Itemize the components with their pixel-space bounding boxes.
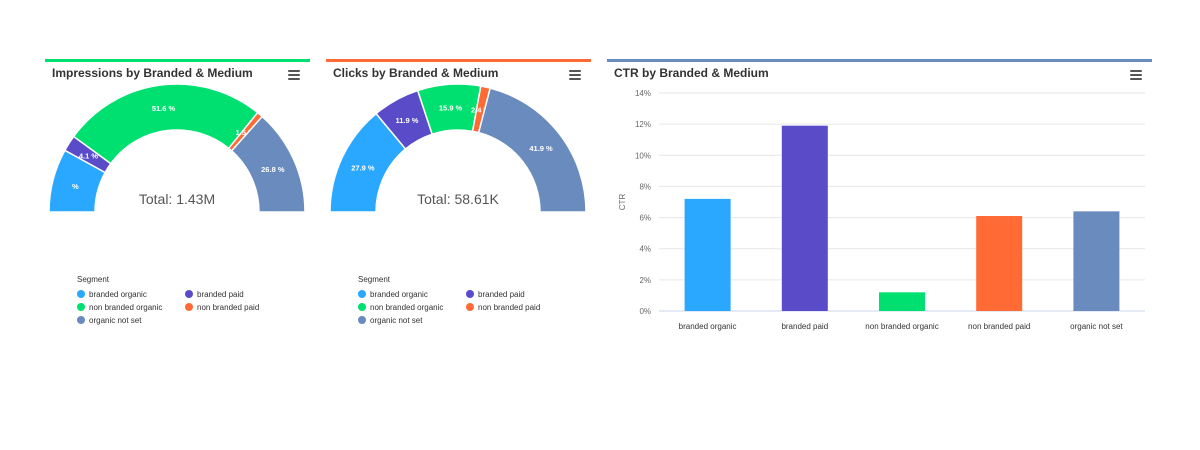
slice-label-branded-organic: % <box>72 182 79 191</box>
legend-item-label: non branded paid <box>478 303 541 312</box>
slice-organic-not-set[interactable] <box>230 115 306 213</box>
x-tick-label: branded paid <box>781 322 828 331</box>
impressions-donut-chart: % 4.1 % 51.6 % 1.5 % 26.8 % Total: 1.43M <box>48 83 306 213</box>
legend-item-label: branded organic <box>370 290 428 299</box>
legend-item-label: non branded organic <box>89 303 163 312</box>
slice-label-organic-not-set: 26.8 % <box>261 165 285 174</box>
slice-label-non-branded-organic: 51.6 % <box>152 104 176 113</box>
legend-marker-icon <box>77 316 85 324</box>
legend-item-non-branded-organic[interactable]: non branded organic <box>358 303 443 312</box>
donut-total-label: Total: 58.61K <box>417 191 499 207</box>
legend-item-organic-not-set[interactable]: organic not set <box>77 316 141 325</box>
legend-item-label: organic not set <box>370 316 423 325</box>
impressions-menu-icon[interactable] <box>288 70 300 80</box>
legend-item-non-branded-paid[interactable]: non branded paid <box>185 303 259 312</box>
legend-item-label: branded paid <box>197 290 244 299</box>
ctr-chart-title: CTR by Branded & Medium <box>614 66 769 80</box>
clicks-menu-icon[interactable] <box>569 70 581 80</box>
y-tick-label: 2% <box>639 276 651 285</box>
clicks-legend: Segment branded organic branded paid non br… <box>358 275 588 335</box>
legend-item-label: organic not set <box>89 316 142 325</box>
legend-marker-icon <box>358 316 366 324</box>
slice-label-branded-organic: 27.9 % <box>351 163 375 172</box>
legend-marker-icon <box>358 303 366 311</box>
impressions-accent-line <box>45 59 310 62</box>
impressions-chart-title: Impressions by Branded & Medium <box>52 66 253 80</box>
bar-organic-not-set[interactable] <box>1073 211 1120 311</box>
legend-item-branded-organic[interactable]: branded organic <box>358 290 428 299</box>
legend-marker-icon <box>185 290 193 298</box>
ctr-bar-chart: 0% 2% 4% 6% 8% 10% 12% 14% CTR branded organic bra… <box>618 89 1145 331</box>
y-axis-label: CTR <box>618 194 627 211</box>
legend-title: Segment <box>358 275 391 284</box>
y-tick-label: 14% <box>635 89 651 98</box>
x-tick-label: branded organic <box>679 322 737 331</box>
bar-branded-organic[interactable] <box>684 198 731 311</box>
x-tick-label: non branded paid <box>968 322 1030 331</box>
bar-non-branded-organic[interactable] <box>879 292 925 311</box>
legend-marker-icon <box>358 290 366 298</box>
slice-label-non-branded-organic: 15.9 % <box>439 103 463 112</box>
ctr-panel: CTR by Branded & Medium 0% 2% 4% 6% 8% 10% 12%… <box>607 59 1152 359</box>
legend-marker-icon <box>77 290 85 298</box>
legend-item-organic-not-set[interactable]: organic not set <box>358 316 422 325</box>
x-tick-label: organic not set <box>1070 322 1123 331</box>
slice-non-branded-organic[interactable] <box>72 83 259 165</box>
legend-item-non-branded-organic[interactable]: non branded organic <box>77 303 162 312</box>
bar-branded-paid[interactable] <box>781 125 828 311</box>
ctr-accent-line <box>607 59 1152 62</box>
clicks-accent-line <box>326 59 591 62</box>
y-tick-label: 6% <box>639 214 651 223</box>
legend-item-non-branded-paid[interactable]: non branded paid <box>466 303 540 312</box>
x-tick-label: non branded organic <box>865 322 938 331</box>
legend-item-label: non branded paid <box>197 303 260 312</box>
legend-item-label: branded paid <box>478 290 525 299</box>
slice-label-non-branded-paid: 1.5 % <box>235 128 255 137</box>
slice-organic-not-set[interactable] <box>477 87 587 213</box>
legend-item-label: branded organic <box>89 290 147 299</box>
slice-label-branded-paid: 11.9 % <box>396 116 419 125</box>
y-tick-label: 0% <box>639 307 651 316</box>
legend-item-label: non branded organic <box>370 303 444 312</box>
slice-label-organic-not-set: 41.9 % <box>529 144 553 153</box>
donut-total-label: Total: 1.43M <box>139 191 215 207</box>
clicks-panel: Clicks by Branded & Medium 27.9 % 11.9 % 1… <box>326 59 591 359</box>
legend-title: Segment <box>77 275 110 284</box>
y-tick-label: 4% <box>639 245 651 254</box>
slice-label-branded-paid: 4.1 % <box>79 152 99 161</box>
y-tick-label: 12% <box>635 120 651 129</box>
impressions-legend: Segment branded organic branded paid non br… <box>77 275 307 335</box>
legend-item-branded-organic[interactable]: branded organic <box>77 290 147 299</box>
legend-marker-icon <box>466 303 474 311</box>
legend-item-branded-paid[interactable]: branded paid <box>185 290 244 299</box>
impressions-panel: Impressions by Branded & Medium % 4.1 % 51… <box>45 59 310 359</box>
clicks-chart-title: Clicks by Branded & Medium <box>333 66 499 80</box>
legend-marker-icon <box>466 290 474 298</box>
bar-non-branded-paid[interactable] <box>976 216 1023 311</box>
clicks-donut-chart: 27.9 % 11.9 % 15.9 % 2.4 % 41.9 % Total: 58.6… <box>329 83 587 213</box>
y-tick-label: 8% <box>639 182 651 191</box>
slice-label-non-branded-paid: 2.4 % <box>471 105 491 114</box>
ctr-menu-icon[interactable] <box>1130 70 1142 80</box>
y-tick-label: 10% <box>635 151 651 160</box>
legend-marker-icon <box>77 303 85 311</box>
legend-marker-icon <box>185 303 193 311</box>
legend-item-branded-paid[interactable]: branded paid <box>466 290 525 299</box>
